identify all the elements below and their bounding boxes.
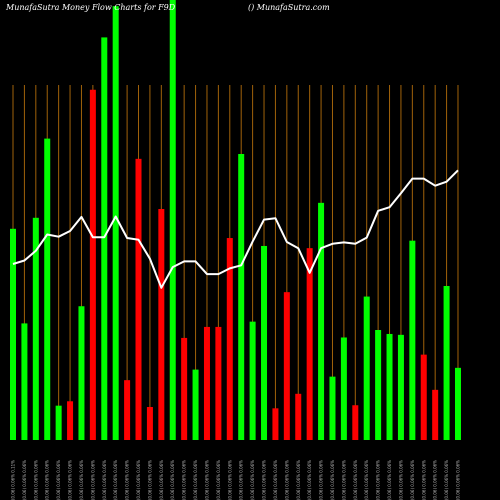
- money-flow-bar: [44, 138, 51, 440]
- money-flow-bar: [192, 369, 199, 440]
- money-flow-bar: [89, 89, 96, 440]
- x-axis-label: (0.06) 0.06% 0.06%: [444, 460, 449, 500]
- x-axis-label: (0.06) 0.06% 0.06%: [79, 460, 84, 500]
- x-axis-label: (0.06) 0.06% 0.06%: [376, 460, 381, 500]
- money-flow-bar: [386, 333, 393, 440]
- x-axis-label: (0.06) 0.06% 0.06%: [56, 460, 61, 500]
- money-flow-bar: [306, 248, 313, 440]
- money-flow-bar: [226, 238, 233, 440]
- x-axis-label: (0.06) 0.06% 0.06%: [353, 460, 358, 500]
- money-flow-bar: [409, 240, 416, 440]
- money-flow-bar: [397, 334, 404, 440]
- money-flow-bar: [78, 306, 85, 440]
- money-flow-line: [12, 169, 459, 289]
- money-flow-bar: [169, 0, 176, 440]
- x-axis-label: (0.06) 0.06% 0.06%: [433, 460, 438, 500]
- money-flow-bar: [249, 321, 256, 440]
- x-axis-label: (0.06) 0.06% 0.06%: [102, 460, 107, 500]
- x-axis-label: (0.06) 0.06% 0.06%: [33, 460, 38, 500]
- money-flow-bar: [432, 389, 439, 440]
- x-axis-labels: (0.06) 0.06% 0.11% (0.06) 0.06% 0.06% (0.0…: [11, 460, 461, 500]
- money-flow-bar: [10, 228, 16, 440]
- money-flow-bar: [135, 158, 142, 440]
- x-axis-label: (0.06) 0.06% 0.06%: [330, 460, 335, 500]
- money-flow-bar: [420, 354, 427, 440]
- money-flow-bar: [238, 154, 245, 440]
- money-flow-bar: [363, 296, 370, 440]
- x-axis-label: (0.06) 0.06% 0.06%: [90, 460, 95, 500]
- money-flow-bar: [318, 202, 325, 440]
- x-axis-label: (0.06) 0.06% 0.06%: [239, 460, 244, 500]
- x-axis-label: (0.06) 0.06% 0.06%: [307, 460, 312, 500]
- x-axis-label: (0.06) 0.06% 0.06%: [319, 460, 324, 500]
- x-axis-label: (0.06) 0.06% 0.06%: [364, 460, 369, 500]
- money-flow-bar: [272, 408, 279, 440]
- money-flow-bar: [101, 37, 108, 441]
- money-flow-bar: [375, 330, 382, 440]
- x-axis-label: (0.06) 0.06% 0.06%: [45, 460, 50, 500]
- money-flow-bar: [32, 217, 39, 440]
- money-flow-bar: [283, 292, 290, 440]
- x-axis-label: (0.06) 0.06% 0.06%: [125, 460, 130, 500]
- money-flow-bar: [124, 380, 131, 440]
- x-axis-label: (0.06) 0.06% 0.06%: [147, 460, 152, 500]
- x-axis-label: (0.06) 0.06% 0.06%: [398, 460, 403, 500]
- money-flow-bar: [146, 407, 153, 440]
- x-axis-label: (0.06) 0.06% 0.06%: [170, 460, 175, 500]
- chart-title: MunafaSutra Money Flow Charts for F9D: [5, 3, 176, 12]
- x-axis-label: (0.06) 0.06% 0.06%: [68, 460, 73, 500]
- x-axis-label: (0.06) 0.06% 0.06%: [227, 460, 232, 500]
- x-axis-label: (0.06) 0.06% 0.06%: [410, 460, 415, 500]
- money-flow-bar: [21, 323, 28, 440]
- money-flow-bars: [10, 0, 461, 441]
- x-axis-label: (0.06) 0.06% 0.06%: [387, 460, 392, 500]
- x-axis-label: (0.06) 0.06% 0.06%: [159, 460, 164, 500]
- x-axis-label: (0.06) 0.06% 0.06%: [262, 460, 267, 500]
- x-axis-label: (0.06) 0.06% 0.06%: [455, 460, 460, 500]
- x-axis-label: (0.06) 0.06% 0.06%: [421, 460, 426, 500]
- x-axis-label: (0.06) 0.06% 0.06%: [216, 460, 221, 500]
- money-flow-bar: [158, 209, 165, 440]
- x-axis-label: (0.06) 0.06% 0.06%: [250, 460, 255, 500]
- x-axis-label: (0.06) 0.06% 0.06%: [273, 460, 278, 500]
- money-flow-bar: [67, 401, 74, 440]
- money-flow-bar: [203, 326, 210, 440]
- money-flow-bar: [215, 326, 222, 440]
- money-flow-line-path: [12, 169, 459, 289]
- x-axis-label: (0.06) 0.06% 0.06%: [22, 460, 27, 500]
- money-flow-bar: [329, 376, 336, 440]
- x-axis-label: (0.06) 0.06% 0.06%: [113, 460, 118, 500]
- money-flow-bar: [352, 405, 359, 440]
- money-flow-bar: [443, 286, 450, 440]
- x-axis-label: (0.06) 0.06% 0.06%: [182, 460, 187, 500]
- x-axis-label: (0.06) 0.06% 0.06%: [341, 460, 346, 500]
- x-axis-label: (0.06) 0.06% 0.06%: [204, 460, 209, 500]
- chart-site-credit: () MunafaSutra.com: [248, 3, 330, 12]
- x-axis-label: (0.06) 0.06% 0.06%: [284, 460, 289, 500]
- money-flow-bar: [295, 393, 302, 440]
- money-flow-bar: [454, 367, 461, 440]
- x-axis-label: (0.06) 0.06% 0.11%: [11, 460, 16, 500]
- x-axis-label: (0.06) 0.06% 0.06%: [193, 460, 198, 500]
- money-flow-bar: [112, 6, 119, 440]
- money-flow-bar: [55, 405, 62, 440]
- money-flow-bar: [261, 245, 268, 440]
- money-flow-bar: [340, 337, 347, 440]
- x-axis-label: (0.06) 0.06% 0.06%: [136, 460, 141, 500]
- money-flow-bar: [181, 337, 188, 440]
- x-axis-label: (0.06) 0.06% 0.06%: [296, 460, 301, 500]
